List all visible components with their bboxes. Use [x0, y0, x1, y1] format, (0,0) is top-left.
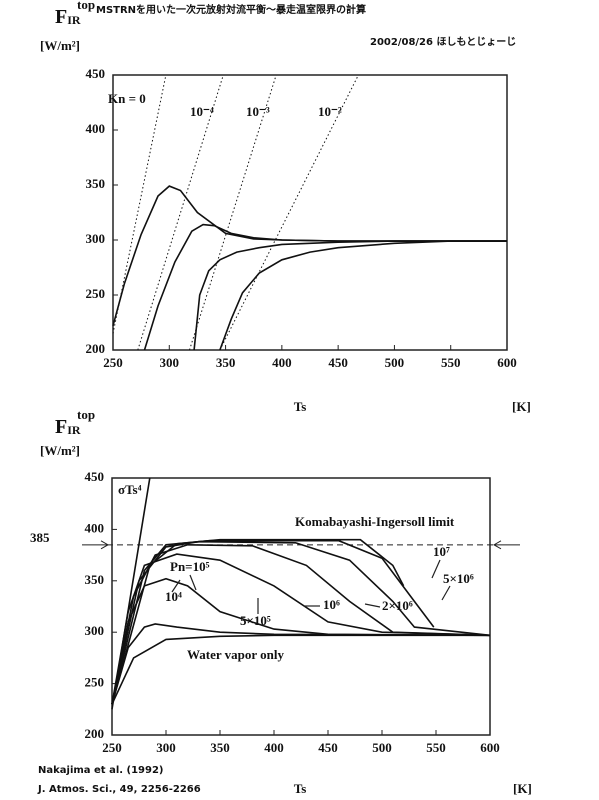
- annotation: J. Atmos. Sci., 49, 2256-2266: [37, 784, 201, 795]
- curve: [111, 538, 405, 705]
- annotation: Kn = 0: [108, 91, 146, 106]
- pointer-arrow: [431, 559, 441, 579]
- curve: [111, 539, 435, 705]
- annotation: 10⁻²: [318, 104, 342, 119]
- x-tick-label: 250: [103, 355, 123, 370]
- x-unit: [K]: [512, 399, 531, 414]
- y-tick-label: 200: [85, 726, 105, 741]
- y-tick-label: 200: [86, 341, 106, 356]
- curve: [111, 634, 490, 705]
- annotation: 10⁴: [165, 589, 182, 604]
- x-tick-label: 350: [216, 355, 236, 370]
- curve: [111, 540, 491, 705]
- y-tick-label: 250: [86, 286, 106, 301]
- curve: [111, 577, 491, 705]
- annotation: Water vapor only: [187, 647, 285, 662]
- y-tick-label: 300: [85, 623, 105, 638]
- x-tick-label: 500: [385, 355, 405, 370]
- y-label-sup: top: [77, 407, 95, 422]
- x-label: Ts: [294, 781, 307, 796]
- y-unit: [W/m²]: [40, 443, 80, 458]
- x-tick-label: 500: [372, 740, 392, 755]
- x-tick-label: 450: [318, 740, 338, 755]
- x-tick-label: 550: [441, 355, 461, 370]
- curve: [193, 240, 507, 351]
- y-label-sup: top: [77, 0, 95, 12]
- y-tick-label: 350: [85, 572, 105, 587]
- arrow: [492, 540, 520, 550]
- curve: [189, 74, 277, 351]
- annotation: σTs⁴: [118, 482, 142, 497]
- y-label-f: F: [55, 6, 67, 28]
- annotation: Pn=10⁵: [170, 559, 210, 574]
- x-tick-label: 450: [328, 355, 348, 370]
- x-label: Ts: [294, 399, 307, 414]
- arrow: [82, 540, 110, 550]
- pointer-arrow: [364, 603, 381, 608]
- y-tick-label: 350: [86, 176, 106, 191]
- plot-frame: [112, 74, 508, 351]
- annotation: Nakajima et al. (1992): [38, 765, 164, 776]
- curve: [219, 240, 507, 351]
- limit-label: 385: [30, 530, 50, 545]
- annotation: 10⁷: [433, 544, 450, 559]
- annotation: 2×10⁶: [382, 598, 413, 613]
- y-label: FIR: [55, 6, 81, 28]
- subtitle: 2002/08/26 ほしもとじょーじ: [370, 36, 516, 48]
- pointer-arrow: [441, 585, 451, 601]
- x-tick-label: 400: [272, 355, 292, 370]
- annotation: 5×10⁵: [240, 613, 271, 628]
- plot-frame: [111, 477, 491, 736]
- y-tick-label: 250: [85, 675, 105, 690]
- curve: [111, 543, 491, 705]
- y-label: FIR: [55, 416, 81, 438]
- x-tick-label: 400: [264, 740, 284, 755]
- annotation: 5×10⁶: [443, 571, 474, 586]
- y-label-sub: IR: [67, 13, 81, 27]
- y-tick-label: 450: [86, 66, 106, 81]
- curve: [219, 74, 359, 351]
- x-tick-label: 550: [426, 740, 446, 755]
- annotation: 10⁻³: [246, 104, 270, 119]
- y-tick-label: 450: [85, 469, 105, 484]
- y-tick-label: 300: [86, 231, 106, 246]
- x-tick-label: 300: [160, 355, 180, 370]
- pointer-arrow: [189, 574, 197, 591]
- y-label-f: F: [55, 416, 67, 438]
- x-tick-label: 600: [480, 740, 500, 755]
- x-unit: [K]: [513, 781, 532, 796]
- y-label-sub: IR: [67, 423, 81, 437]
- x-tick-label: 250: [102, 740, 122, 755]
- y-tick-label: 400: [85, 520, 105, 535]
- y-unit: [W/m²]: [40, 38, 80, 53]
- pointer-arrow: [171, 579, 181, 593]
- title: MSTRNを用いた一次元放射対流平衡〜暴走温室限界の計算: [96, 3, 366, 16]
- x-tick-label: 350: [210, 740, 230, 755]
- curve: [112, 185, 507, 327]
- x-tick-label: 300: [156, 740, 176, 755]
- annotation: Komabayashi-Ingersoll limit: [295, 514, 455, 529]
- curve: [143, 223, 507, 351]
- annotation: 10⁶: [323, 597, 340, 612]
- curve: [111, 623, 491, 705]
- annotation: 10⁻⁴: [190, 104, 214, 119]
- y-tick-label: 400: [86, 121, 106, 136]
- x-tick-label: 600: [497, 355, 517, 370]
